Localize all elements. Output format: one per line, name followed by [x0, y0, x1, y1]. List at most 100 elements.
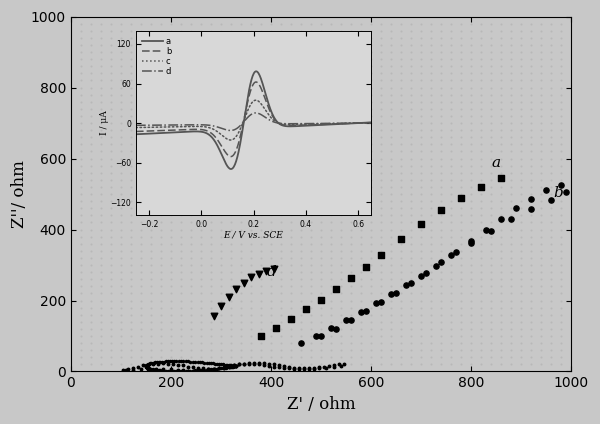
- Point: [236, 233, 246, 240]
- Point: [166, 120, 176, 126]
- Point: [496, 269, 506, 276]
- Point: [306, 28, 316, 34]
- Point: [427, 84, 436, 91]
- Point: [206, 212, 216, 219]
- Point: [457, 233, 466, 240]
- Point: [476, 269, 486, 276]
- Point: [116, 127, 126, 134]
- Point: [427, 70, 436, 77]
- Point: [487, 98, 496, 105]
- Point: [146, 205, 156, 212]
- Point: [506, 184, 516, 190]
- Point: [386, 106, 396, 112]
- Point: [126, 148, 136, 155]
- Point: [436, 318, 446, 325]
- Point: [224, 293, 233, 300]
- Point: [276, 77, 286, 84]
- Point: [246, 191, 256, 198]
- Point: [326, 127, 336, 134]
- Point: [487, 70, 496, 77]
- Point: [416, 311, 426, 318]
- Point: [76, 205, 86, 212]
- Point: [487, 148, 496, 155]
- Point: [376, 226, 386, 233]
- Point: [276, 169, 286, 176]
- Point: [526, 176, 536, 183]
- Point: [397, 212, 406, 219]
- Point: [536, 318, 546, 325]
- Point: [476, 70, 486, 77]
- Point: [146, 290, 156, 297]
- Point: [416, 361, 426, 368]
- Point: [266, 113, 276, 120]
- Point: [286, 34, 296, 41]
- Point: [246, 311, 256, 318]
- Point: [547, 20, 556, 27]
- Point: [206, 332, 216, 339]
- Point: [216, 28, 226, 34]
- Point: [316, 311, 326, 318]
- Point: [106, 290, 116, 297]
- Point: [236, 262, 246, 268]
- Point: [226, 113, 236, 120]
- Point: [487, 162, 496, 169]
- Point: [367, 318, 376, 325]
- Point: [346, 98, 356, 105]
- Point: [286, 113, 296, 120]
- Point: [256, 162, 266, 169]
- Point: [397, 198, 406, 204]
- Point: [296, 20, 306, 27]
- Point: [466, 169, 476, 176]
- Point: [176, 169, 186, 176]
- Point: [156, 276, 166, 283]
- Point: [126, 262, 136, 268]
- Point: [76, 297, 86, 304]
- Point: [86, 198, 95, 204]
- Point: [406, 20, 416, 27]
- Point: [557, 205, 566, 212]
- Point: [126, 120, 136, 126]
- Point: [517, 262, 526, 268]
- Point: [196, 276, 206, 283]
- Point: [517, 304, 526, 311]
- Point: [416, 304, 426, 311]
- Point: [226, 233, 236, 240]
- Point: [286, 290, 296, 297]
- Point: [176, 340, 186, 346]
- Point: [457, 340, 466, 346]
- Point: [446, 318, 456, 325]
- Point: [216, 290, 226, 297]
- Point: [376, 212, 386, 219]
- Point: [206, 84, 216, 91]
- Point: [136, 191, 146, 198]
- Point: [326, 240, 336, 247]
- Point: [156, 226, 166, 233]
- Point: [376, 198, 386, 204]
- Point: [356, 205, 366, 212]
- Point: [126, 240, 136, 247]
- Point: [96, 304, 106, 311]
- Point: [96, 212, 106, 219]
- Point: [316, 141, 326, 148]
- Point: [276, 42, 286, 48]
- Point: [367, 297, 376, 304]
- Point: [476, 290, 486, 297]
- Point: [176, 248, 186, 254]
- Point: [266, 240, 276, 247]
- Point: [547, 311, 556, 318]
- Point: [276, 176, 286, 183]
- Point: [256, 269, 266, 276]
- Point: [236, 106, 246, 112]
- Point: [326, 205, 336, 212]
- Point: [547, 283, 556, 290]
- Point: [226, 304, 236, 311]
- Point: [367, 347, 376, 354]
- Point: [526, 283, 536, 290]
- Point: [446, 240, 456, 247]
- Point: [466, 20, 476, 27]
- Point: [76, 212, 86, 219]
- Point: [76, 191, 86, 198]
- Point: [557, 332, 566, 339]
- Point: [517, 248, 526, 254]
- Point: [256, 354, 266, 361]
